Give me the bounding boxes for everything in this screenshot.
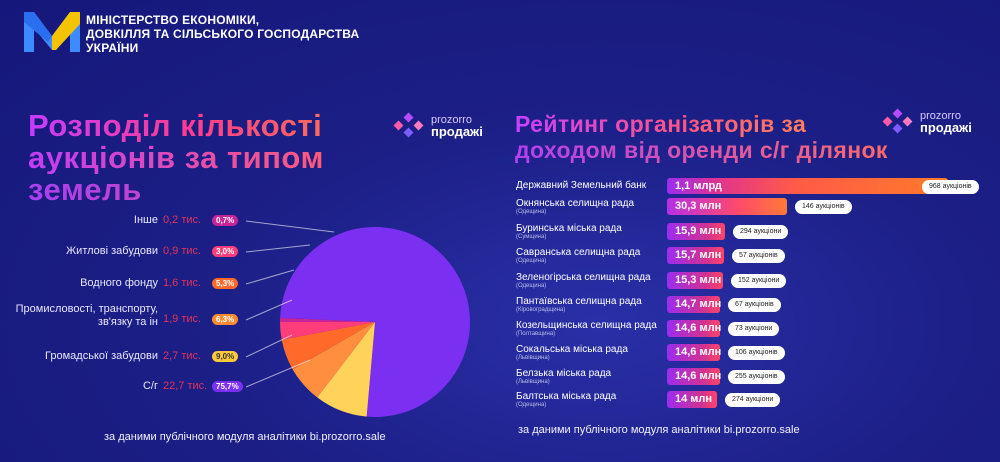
pie-title-line-3: земель bbox=[28, 174, 324, 206]
ranking-auctions-0: 968 аукціонів bbox=[922, 180, 979, 194]
ranking-value-0: 1,1 млрд bbox=[675, 180, 722, 192]
ministry-line-1: МІНІСТЕРСТВО ЕКОНОМІКИ, bbox=[86, 13, 260, 27]
ranking-auctions-4: 152 аукціони bbox=[731, 274, 787, 288]
ranking-value-8: 14,6 млн bbox=[675, 370, 722, 382]
pie-legend-label-industry: Промисловості, транспорту, зв'язку та ін bbox=[15, 303, 158, 328]
ranking-name-0: Державний Земельний банк bbox=[516, 180, 647, 191]
ranking-bar-6 bbox=[667, 320, 720, 337]
ranking-region-6: (Полтавщина) bbox=[516, 331, 556, 337]
brand-line-2: продажі bbox=[431, 124, 483, 139]
prozorro-icon bbox=[882, 108, 913, 134]
pie-legend-percent-public: 9,0% bbox=[212, 351, 239, 362]
ranking-name-4: Зеленогірська селищна рада bbox=[516, 272, 651, 283]
pie-legend-label-housing: Житлові забудови bbox=[66, 245, 158, 257]
ministry-logo bbox=[24, 12, 80, 52]
ranking-region-5: (Кіровоградщина) bbox=[516, 307, 566, 313]
pie-title-line-1: Розподіл кількості bbox=[28, 108, 323, 143]
ministry-line-2: ДОВКІЛЛЯ ТА СІЛЬСЬКОГО ГОСПОДАРСТВА bbox=[86, 27, 360, 41]
ranking-auctions-5: 67 аукціонів bbox=[728, 298, 781, 312]
ranking-bar-0 bbox=[667, 178, 948, 194]
ranking-value-3: 15,7 млн bbox=[675, 249, 722, 261]
pie-slice-industry bbox=[292, 322, 375, 398]
ranking-value-1: 30,3 млн bbox=[675, 200, 722, 212]
pie-chart-title: Розподіл кількості аукціонів за типом зе… bbox=[28, 110, 324, 206]
ranking-bar-5 bbox=[667, 296, 720, 313]
ranking-region-4: (Одещина) bbox=[516, 283, 547, 289]
pie-legend-value-agri: 22,7 тис. bbox=[163, 380, 208, 392]
ministry-line-3: УКРАЇНИ bbox=[86, 41, 139, 55]
pie-slice-agri bbox=[280, 227, 470, 417]
ranking-name-5: Пантаївська селищна рада bbox=[516, 296, 642, 307]
pie-legend-value-housing: 0,9 тис. bbox=[163, 245, 202, 257]
ranking-auctions-8: 255 аукціонів bbox=[728, 370, 785, 384]
ranking-name-9: Балтська міська рада bbox=[516, 391, 617, 402]
ranking-value-5: 14,7 млн bbox=[675, 298, 722, 310]
pie-chart bbox=[280, 227, 470, 417]
bar-source-note: за даними публічного модуля аналітики bi… bbox=[518, 424, 800, 436]
ranking-auctions-9: 274 аукціони bbox=[725, 393, 781, 407]
brand-line-1: prozorro bbox=[920, 110, 961, 122]
brand-line-1: prozorro bbox=[431, 114, 472, 126]
ranking-auctions-7: 106 аукціонів bbox=[728, 346, 785, 360]
ranking-region-8: (Львівщина) bbox=[516, 379, 550, 385]
bar-title-line-1: Рейтинг організаторів за bbox=[515, 111, 888, 137]
ranking-bar-3 bbox=[667, 247, 724, 264]
bar-title-line-2: доходом від оренди с/г ділянок bbox=[515, 137, 888, 163]
pie-legend-percent-industry: 6,3% bbox=[212, 314, 239, 325]
prozorro-icon bbox=[393, 112, 424, 138]
ranking-auctions-2: 294 аукціони bbox=[733, 225, 789, 239]
ranking-region-9: (Одещина) bbox=[516, 402, 547, 408]
pie-legend-value-water: 1,6 тис. bbox=[163, 277, 202, 289]
pie-slice-water bbox=[281, 322, 375, 370]
pie-legend-percent-housing: 3,0% bbox=[212, 246, 239, 257]
pie-slice-other bbox=[280, 317, 375, 322]
pie-source-note: за даними публічного модуля аналітики bi… bbox=[104, 431, 386, 443]
ministry-name: МІНІСТЕРСТВО ЕКОНОМІКИ, ДОВКІЛЛЯ ТА СІЛЬ… bbox=[86, 13, 386, 55]
ranking-value-9: 14 млн bbox=[675, 393, 713, 405]
ranking-auctions-1: 146 аукціонів bbox=[795, 200, 852, 214]
ranking-name-8: Белзька міська рада bbox=[516, 368, 612, 379]
pie-legend-percent-other: 0,7% bbox=[212, 215, 239, 226]
ranking-name-3: Савранська селищна рада bbox=[516, 247, 641, 258]
ranking-value-7: 14,6 млн bbox=[675, 346, 722, 358]
ranking-value-2: 15,9 млн bbox=[675, 225, 722, 237]
ranking-bar-8 bbox=[667, 368, 720, 385]
ranking-value-6: 14,6 млн bbox=[675, 322, 722, 334]
ranking-name-2: Буринська міська рада bbox=[516, 223, 622, 234]
pie-legend-label-agri: С/г bbox=[142, 380, 158, 392]
ranking-bar-1 bbox=[667, 198, 787, 215]
pie-title-line-2: аукціонів за типом bbox=[28, 140, 324, 175]
pie-legend-value-industry: 1,9 тис. bbox=[163, 313, 202, 325]
pie-legend-value-other: 0,2 тис. bbox=[163, 214, 202, 226]
ranking-bar-2 bbox=[667, 223, 725, 240]
bar-chart-title: Рейтинг організаторів за доходом від оре… bbox=[515, 111, 888, 163]
ranking-auctions-3: 57 аукціонів bbox=[732, 249, 785, 263]
pie-legend-percent-water: 5,3% bbox=[212, 278, 239, 289]
pie-legend-percent-agri: 75,7% bbox=[212, 381, 243, 392]
pie-legend-label-public: Громадської забудови bbox=[45, 350, 158, 362]
ranking-auctions-6: 73 аукціони bbox=[728, 322, 780, 336]
ranking-region-7: (Львівщина) bbox=[516, 355, 550, 361]
pie-legend-value-public: 2,7 тис. bbox=[163, 350, 202, 362]
pie-legend-label-other: Інше bbox=[133, 214, 158, 226]
ranking-name-7: Сокальська міська рада bbox=[516, 344, 628, 355]
ranking-name-6: Козельщинська селищна рада bbox=[516, 320, 657, 331]
ranking-name-1: Окнянська селищна рада bbox=[516, 198, 635, 209]
pie-legend-label-water: Водного фонду bbox=[80, 277, 158, 289]
ranking-value-4: 15,3 млн bbox=[675, 274, 722, 286]
ranking-region-1: (Одещина) bbox=[516, 209, 547, 215]
pie-slice-housing bbox=[280, 322, 375, 340]
ranking-region-2: (Сумщина) bbox=[516, 234, 547, 240]
ranking-bar-9 bbox=[667, 391, 717, 408]
ranking-bar-7 bbox=[667, 344, 720, 361]
ranking-bar-4 bbox=[667, 272, 723, 289]
brand-line-2: продажі bbox=[920, 120, 972, 135]
pie-slice-public bbox=[317, 322, 375, 417]
ranking-region-3: (Одещина) bbox=[516, 258, 547, 264]
